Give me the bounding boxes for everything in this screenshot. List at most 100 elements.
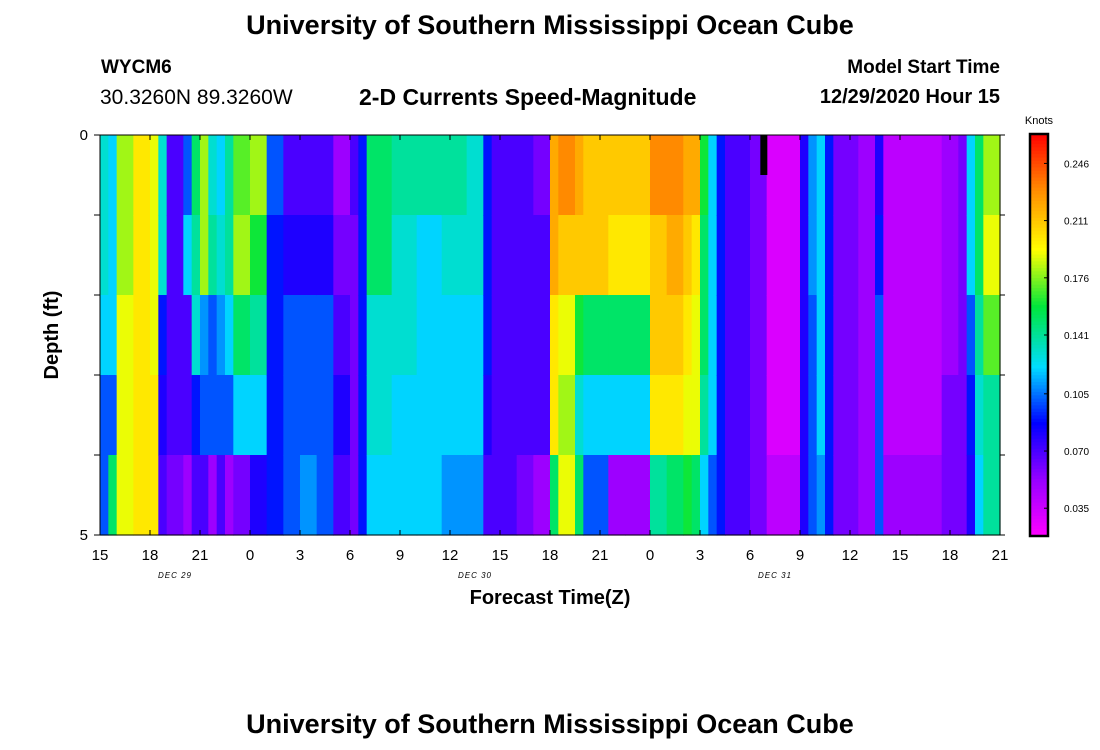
heatmap-cell (416, 375, 443, 456)
colorbar-segment (1030, 194, 1048, 199)
heatmap-cell (150, 455, 159, 536)
date-label: DEC 31 (758, 571, 792, 580)
heatmap-cell (558, 215, 576, 296)
colorbar-segment (1030, 211, 1048, 215)
heatmap-cell (316, 295, 334, 376)
heatmap-cell (550, 375, 559, 456)
heatmap-cell (491, 375, 518, 456)
colorbar-segment (1030, 291, 1048, 296)
heatmap-cell (583, 135, 601, 216)
colorbar-segment (1030, 254, 1048, 259)
heatmap-cell (816, 135, 826, 216)
heatmap-cell (625, 215, 651, 296)
heatmap-cell (108, 295, 118, 376)
x-tick-label: 9 (396, 547, 404, 564)
colorbar-segment (1030, 371, 1048, 376)
heatmap-cell (333, 295, 351, 376)
heatmap-cell (266, 455, 284, 536)
heatmap-cell (608, 215, 626, 296)
heatmap-cell (808, 215, 818, 296)
x-tick-label: 6 (346, 547, 354, 564)
heatmap-cell (250, 215, 268, 296)
heatmap-cell (791, 375, 801, 456)
heatmap-cell (358, 455, 368, 536)
heatmap-cell (225, 215, 234, 296)
heatmap-cell (875, 295, 884, 376)
heatmap-cell (583, 215, 601, 296)
colorbar-segment (1030, 385, 1048, 390)
heatmap-cell (183, 215, 193, 296)
heatmap-cell (716, 295, 726, 376)
colorbar-segment (1030, 298, 1048, 302)
heatmap-cell (583, 375, 601, 456)
x-tick-label: 12 (442, 547, 459, 564)
colorbar-segment (1030, 509, 1048, 514)
colorbar-tick-label: 0.246 (1064, 159, 1089, 170)
heatmap-cell (466, 135, 484, 216)
heatmap-cell (483, 295, 493, 376)
heatmap-cell (691, 135, 701, 216)
date-label: DEC 29 (158, 571, 192, 580)
x-axis-label: Forecast Time(Z) (470, 587, 631, 609)
heatmap-cell (366, 135, 393, 216)
heatmap-cell (150, 375, 159, 456)
heatmap-cell (391, 455, 418, 536)
heatmap-cell (266, 375, 284, 456)
heatmap-cell (958, 455, 968, 536)
station-id: WYCM6 (101, 57, 172, 78)
heatmap-cell (350, 295, 359, 376)
heatmap-cell (916, 215, 943, 296)
colorbar-segment (1030, 505, 1048, 510)
heatmap-cell (800, 455, 809, 536)
heatmap-cell (833, 455, 859, 536)
heatmap-cell (191, 215, 201, 296)
heatmap-cell (533, 135, 551, 216)
x-tick-label: 15 (492, 547, 509, 564)
heatmap-cell (200, 295, 209, 376)
colorbar-tick-label: 0.211 (1064, 217, 1089, 228)
heatmap-cell (575, 375, 584, 456)
heatmap-cell (366, 375, 393, 456)
colorbar-segment (1030, 442, 1048, 447)
heatmap-cell (100, 295, 109, 376)
heatmap-cell (708, 135, 718, 216)
colorbar-segment (1030, 197, 1048, 202)
heatmap-cell (983, 135, 1001, 216)
heatmap-cell (208, 455, 218, 536)
x-tick-label: 18 (142, 547, 159, 564)
colorbar-segment (1030, 345, 1048, 349)
colorbar-tick-label: 0.105 (1064, 390, 1089, 401)
heatmap-cell (483, 455, 493, 536)
colorbar-segment (1030, 432, 1048, 436)
heatmap-cell (608, 375, 626, 456)
heatmap-cell (333, 215, 351, 296)
heatmap-cell (366, 295, 393, 376)
colorbar-segment (1030, 147, 1048, 152)
colorbar-segment (1030, 465, 1048, 470)
colorbar-segment (1030, 388, 1048, 393)
chart-subtitle: 2-D Currents Speed-Magnitude (359, 84, 697, 110)
colorbar-segment (1030, 170, 1048, 175)
heatmap-cell (191, 455, 201, 536)
heatmap-cell (516, 455, 534, 536)
heatmap-cell (533, 455, 551, 536)
heatmap-cell (975, 375, 984, 456)
colorbar-segment (1030, 512, 1048, 517)
heatmap-cell (966, 215, 976, 296)
colorbar-segment (1030, 157, 1048, 162)
colorbar-segment (1030, 445, 1048, 450)
heatmap-cell (316, 375, 334, 456)
colorbar-segment (1030, 328, 1048, 333)
colorbar-segment (1030, 144, 1048, 148)
x-tick-label: 0 (246, 547, 254, 564)
page-title: University of Southern Mississippi Ocean… (246, 10, 854, 40)
heatmap-cell (825, 375, 834, 456)
heatmap-cell (708, 215, 718, 296)
heatmap-cell (575, 135, 584, 216)
colorbar-segment (1030, 201, 1048, 205)
heatmap-cell (233, 215, 251, 296)
colorbar-segment (1030, 499, 1048, 503)
heatmap-cell (183, 135, 193, 216)
heatmap-cell (725, 455, 751, 536)
